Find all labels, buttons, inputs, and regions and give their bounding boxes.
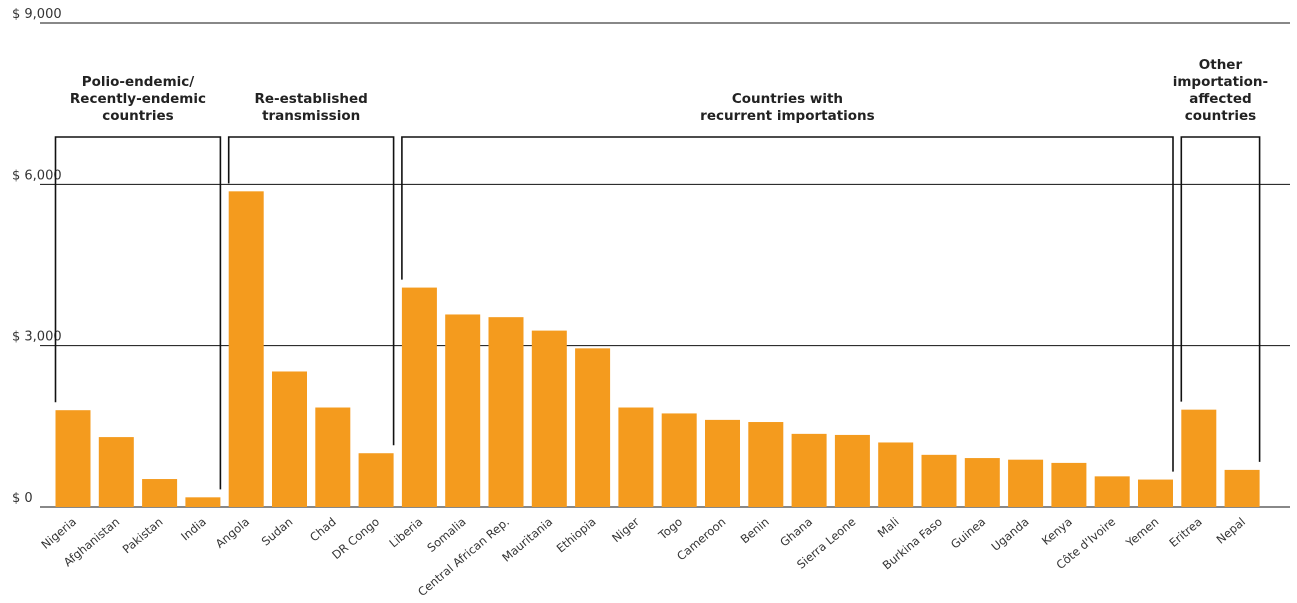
bar (55, 410, 91, 507)
category-label: Angola (213, 515, 252, 551)
group-bracket (54, 136, 222, 490)
group-bracket (401, 136, 1174, 472)
category-label: Liberia (386, 515, 425, 551)
bar (791, 433, 827, 507)
bar (1008, 459, 1044, 507)
bar (401, 287, 437, 507)
category-label: Kenya (1039, 515, 1075, 548)
bar (358, 453, 394, 507)
category-label: Pakistan (120, 515, 166, 557)
bar (1181, 409, 1217, 507)
group-label: Re-established (255, 91, 368, 107)
bars (55, 191, 1260, 507)
category-label: Guinea (948, 515, 988, 552)
bar (1138, 479, 1173, 507)
y-tick-label: $ 9,000 (12, 7, 62, 22)
category-label: Ethiopia (554, 515, 599, 556)
bar (315, 407, 351, 507)
bar (618, 407, 654, 507)
bar (98, 437, 134, 507)
bar (445, 314, 481, 507)
category-label: Niger (609, 514, 642, 545)
y-tick-label: $ 6,000 (12, 168, 62, 183)
bar (575, 348, 611, 507)
group-bracket (1180, 136, 1261, 462)
bar (661, 413, 697, 507)
y-tick-label: $ 0 (12, 491, 33, 506)
group-label: Other (1199, 57, 1243, 73)
y-tick-label: $ 3,000 (12, 330, 62, 345)
group-label: Polio-endemic/ (82, 74, 195, 90)
bar (921, 454, 957, 507)
category-label: Ghana (777, 515, 815, 550)
group-label: importation- (1173, 74, 1268, 90)
group-label: Countries with (732, 91, 843, 107)
bar (964, 458, 1000, 507)
category-label: Nigeria (38, 515, 79, 552)
category-label: Nepal (1214, 515, 1248, 547)
group-brackets: Polio-endemic/Recently-endemiccountriesR… (54, 57, 1268, 490)
bar (1051, 462, 1087, 507)
group-bracket (227, 136, 395, 446)
category-label: Togo (655, 515, 685, 543)
category-label: Sudan (259, 515, 296, 549)
bar (531, 330, 567, 507)
bar (228, 191, 264, 507)
y-axis-tick-labels: $ 0 $ 3,000 $ 6,000 $ 9,000 (12, 7, 62, 506)
category-label: Benin (738, 515, 772, 547)
bar (705, 419, 740, 507)
bar (834, 434, 870, 507)
bar (748, 422, 784, 507)
category-label: Eritrea (1166, 515, 1204, 550)
group-label: recurrent importations (700, 108, 875, 124)
category-label: India (178, 515, 209, 544)
category-label: Yemen (1122, 515, 1161, 551)
group-label: Recently-endemic (70, 91, 206, 107)
category-label: Chad (307, 515, 339, 545)
bar (142, 479, 178, 507)
group-label: countries (102, 108, 173, 124)
category-label: Mali (875, 515, 902, 541)
bar (272, 371, 307, 507)
bar (878, 442, 914, 507)
group-label: affected (1189, 91, 1251, 107)
bar (488, 317, 524, 507)
category-label: Uganda (989, 515, 1032, 554)
category-label: DR Congo (329, 515, 382, 562)
group-label: transmission (262, 108, 360, 124)
bar (1094, 476, 1130, 507)
group-label: countries (1185, 108, 1256, 124)
bar (185, 497, 221, 507)
bar (1224, 469, 1260, 507)
